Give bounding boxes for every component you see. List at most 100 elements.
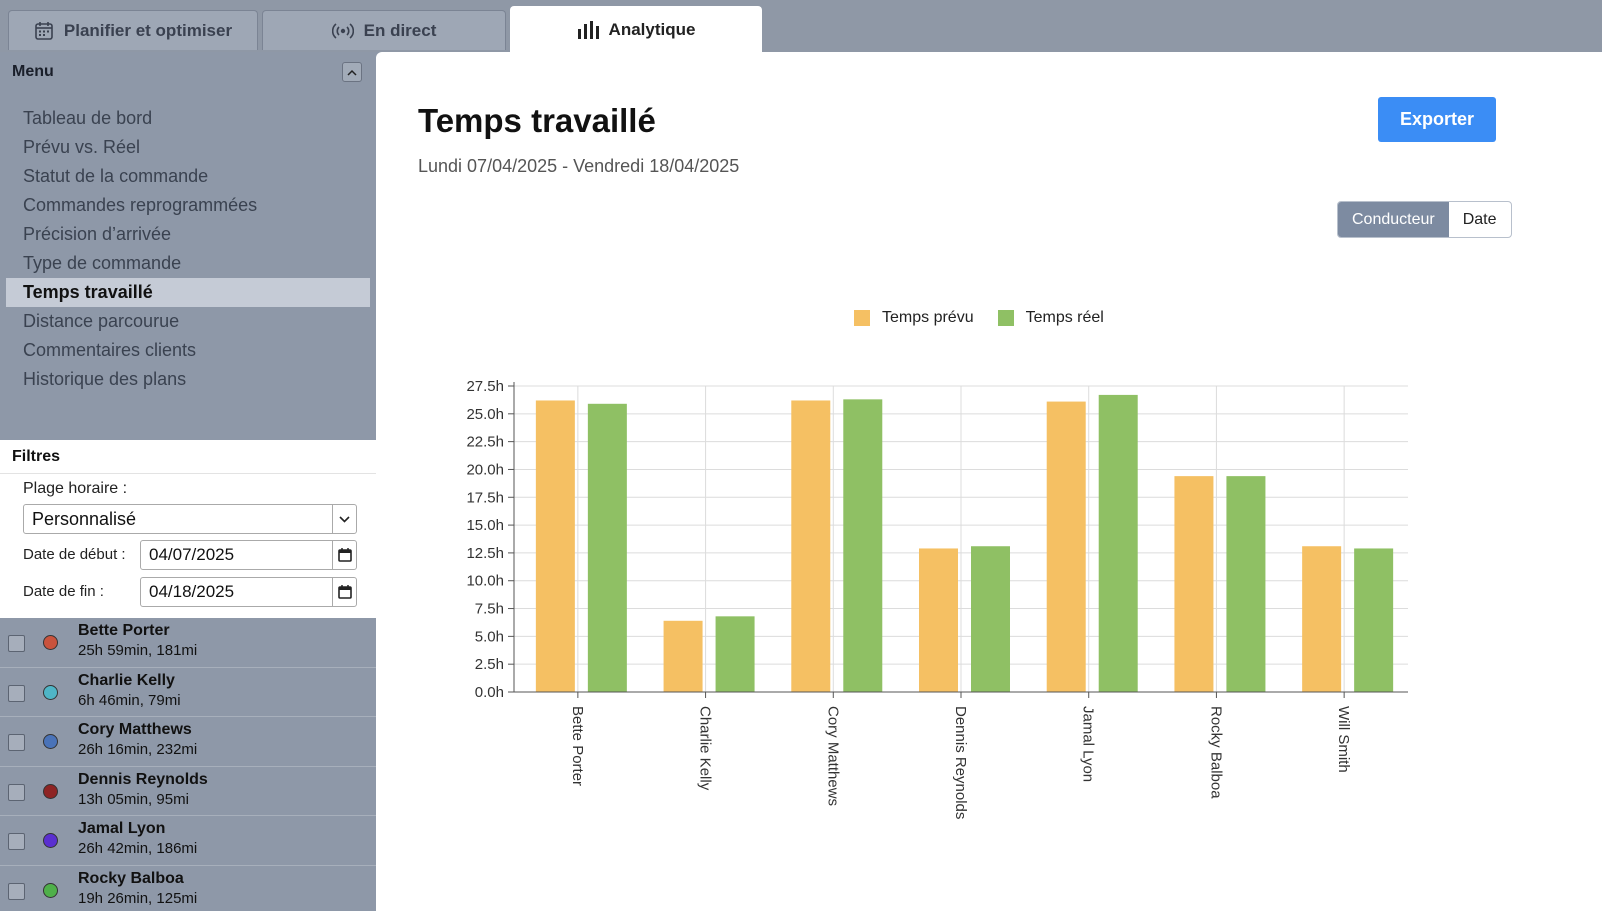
driver-row[interactable]: Dennis Reynolds 13h 05min, 95mi — [0, 767, 376, 816]
driver-name: Jamal Lyon — [78, 820, 166, 837]
menu-title: Menu — [12, 63, 54, 80]
driver-row[interactable]: Cory Matthews 26h 16min, 232mi — [0, 717, 376, 767]
legend-label: Temps prévu — [882, 309, 974, 326]
calendar-picker-icon[interactable] — [332, 578, 356, 606]
driver-color-dot — [43, 882, 58, 898]
driver-stats: 13h 05min, 95mi — [78, 790, 189, 808]
menu-item-precision-arrivee[interactable]: Précision d’arrivée — [23, 224, 172, 244]
legend-item-planned[interactable]: Temps prévu — [854, 309, 974, 327]
end-date-label: Date de fin : — [23, 583, 104, 600]
menu-list: Tableau de bord Prévu vs. Réel Statut de… — [0, 104, 376, 394]
driver-list: Bette Porter 25h 59min, 181mi Charlie Ke… — [0, 618, 376, 911]
calendar-picker-icon[interactable] — [332, 541, 356, 569]
driver-name: Charlie Kelly — [78, 671, 175, 689]
y-tick-label: 15.0h — [466, 517, 504, 534]
y-tick-label: 0.0h — [475, 684, 504, 701]
start-date-value: 04/07/2025 — [149, 545, 235, 564]
start-date-input[interactable]: 04/07/2025 — [140, 540, 357, 570]
driver-stats: 19h 26min, 125mi — [78, 889, 198, 907]
bar-actual — [1354, 548, 1394, 692]
driver-name: Dennis Reynolds — [78, 770, 208, 788]
tab-label: Planifier et optimiser — [63, 20, 233, 40]
end-date-input[interactable]: 04/18/2025 — [140, 577, 357, 607]
driver-row[interactable]: Rocky Balboa 19h 26min, 125mi — [0, 866, 376, 911]
menu-item-temps-travaille[interactable]: Temps travaillé — [6, 278, 370, 307]
bar-actual — [587, 403, 627, 692]
x-tick-label: Bette Porter — [569, 706, 586, 786]
tab-analytique[interactable]: Analytique — [510, 6, 762, 52]
chevron-down-icon — [332, 505, 356, 533]
menu-item-statut-commande[interactable]: Statut de la commande — [23, 166, 209, 186]
menu-item-commentaires-clients[interactable]: Commentaires clients — [23, 340, 197, 360]
driver-color-dot — [43, 684, 58, 700]
driver-name: Rocky Balboa — [78, 869, 184, 887]
chart-legend: Temps prévu Temps réel — [854, 309, 1128, 327]
bar-actual — [843, 399, 883, 692]
filters-title: Filtres — [0, 440, 376, 474]
legend-label: Temps réel — [1025, 309, 1104, 326]
driver-stats: 26h 16min, 232mi — [78, 741, 198, 758]
driver-checkbox[interactable] — [8, 684, 25, 702]
driver-checkbox[interactable] — [8, 635, 25, 652]
bar-planned — [791, 400, 831, 692]
driver-checkbox[interactable] — [8, 734, 25, 751]
bar-actual — [1098, 394, 1138, 692]
y-tick-label: 20.0h — [466, 461, 504, 478]
menu-item-type-commande[interactable]: Type de commande — [23, 253, 182, 273]
y-tick-label: 10.0h — [466, 573, 504, 590]
y-tick-label: 25.0h — [466, 406, 504, 423]
x-tick-label: Jamal Lyon — [1080, 706, 1097, 782]
driver-checkbox[interactable] — [8, 783, 25, 801]
menu-item-historique-plans[interactable]: Historique des plans — [23, 369, 187, 389]
toggle-date[interactable]: Date — [1462, 211, 1497, 228]
filters-panel: Filtres Plage horaire : Personnalisé Dat… — [0, 440, 376, 618]
bar-planned — [1174, 476, 1214, 692]
y-tick-label: 17.5h — [466, 489, 504, 506]
tab-en-direct[interactable]: En direct — [262, 10, 506, 50]
broadcast-icon — [331, 22, 354, 40]
time-range-select[interactable]: Personnalisé — [23, 504, 357, 534]
driver-stats: 26h 42min, 186mi — [78, 840, 198, 857]
menu-item-tableau-de-bord[interactable]: Tableau de bord — [23, 108, 153, 128]
chevron-up-icon — [347, 63, 357, 81]
menu-item-prevu-vs-reel[interactable]: Prévu vs. Réel — [23, 137, 141, 157]
export-button[interactable]: Exporter — [1378, 97, 1496, 142]
collapse-menu-button[interactable] — [342, 62, 362, 82]
bar-actual — [1226, 476, 1266, 692]
toggle-driver[interactable]: Conducteur — [1338, 202, 1449, 237]
tab-label: Analytique — [608, 19, 696, 39]
y-tick-label: 27.5h — [466, 378, 504, 395]
driver-color-dot — [43, 783, 58, 799]
driver-row[interactable]: Jamal Lyon 26h 42min, 186mi — [0, 816, 376, 866]
bar-planned — [919, 548, 958, 692]
bar-planned — [663, 620, 703, 692]
worked-time-bar-chart: 0.0h 2.5h 5.0h 7.5h 10.0h 12.5h 15.0h 17.5h 20.0… — [466, 378, 1408, 819]
bar-actual — [715, 616, 755, 692]
driver-row[interactable]: Bette Porter 25h 59min, 181mi — [0, 618, 376, 668]
driver-checkbox[interactable] — [8, 882, 25, 900]
top-tab-bar: Planifier et optimiser En direct Analyti… — [0, 0, 1602, 52]
driver-row[interactable]: Charlie Kelly 6h 46min, 79mi — [0, 668, 376, 717]
y-tick-label: 22.5h — [466, 434, 504, 451]
driver-checkbox[interactable] — [8, 833, 25, 850]
driver-stats: 25h 59min, 181mi — [78, 642, 198, 659]
bar-actual — [971, 546, 1010, 692]
tab-planifier[interactable]: Planifier et optimiser — [8, 10, 258, 50]
y-tick-label: 7.5h — [475, 601, 504, 618]
menu-item-commandes-reprogrammees[interactable]: Commandes reprogrammées — [23, 195, 258, 215]
bar-planned — [535, 400, 575, 692]
bar-chart-icon — [577, 20, 599, 39]
legend-item-actual[interactable]: Temps réel — [997, 309, 1104, 327]
time-range-value: Personnalisé — [32, 509, 137, 529]
start-date-label: Date de début : — [23, 546, 126, 563]
driver-color-dot — [43, 833, 58, 848]
end-date-value: 04/18/2025 — [149, 582, 235, 601]
main-content: Temps travaillé Lundi 07/04/2025 - Vendr… — [376, 52, 1602, 911]
date-range-subtitle: Lundi 07/04/2025 - Vendredi 18/04/2025 — [418, 156, 740, 176]
bar-planned — [1046, 401, 1086, 692]
x-tick-label: Rocky Balboa — [1207, 706, 1224, 799]
sidebar: Menu Tableau de bord Prévu vs. Réel Stat… — [0, 52, 376, 911]
menu-item-distance-parcourue[interactable]: Distance parcourue — [23, 311, 180, 331]
calendar-icon — [34, 21, 54, 41]
page-title: Temps travaillé — [418, 102, 656, 139]
